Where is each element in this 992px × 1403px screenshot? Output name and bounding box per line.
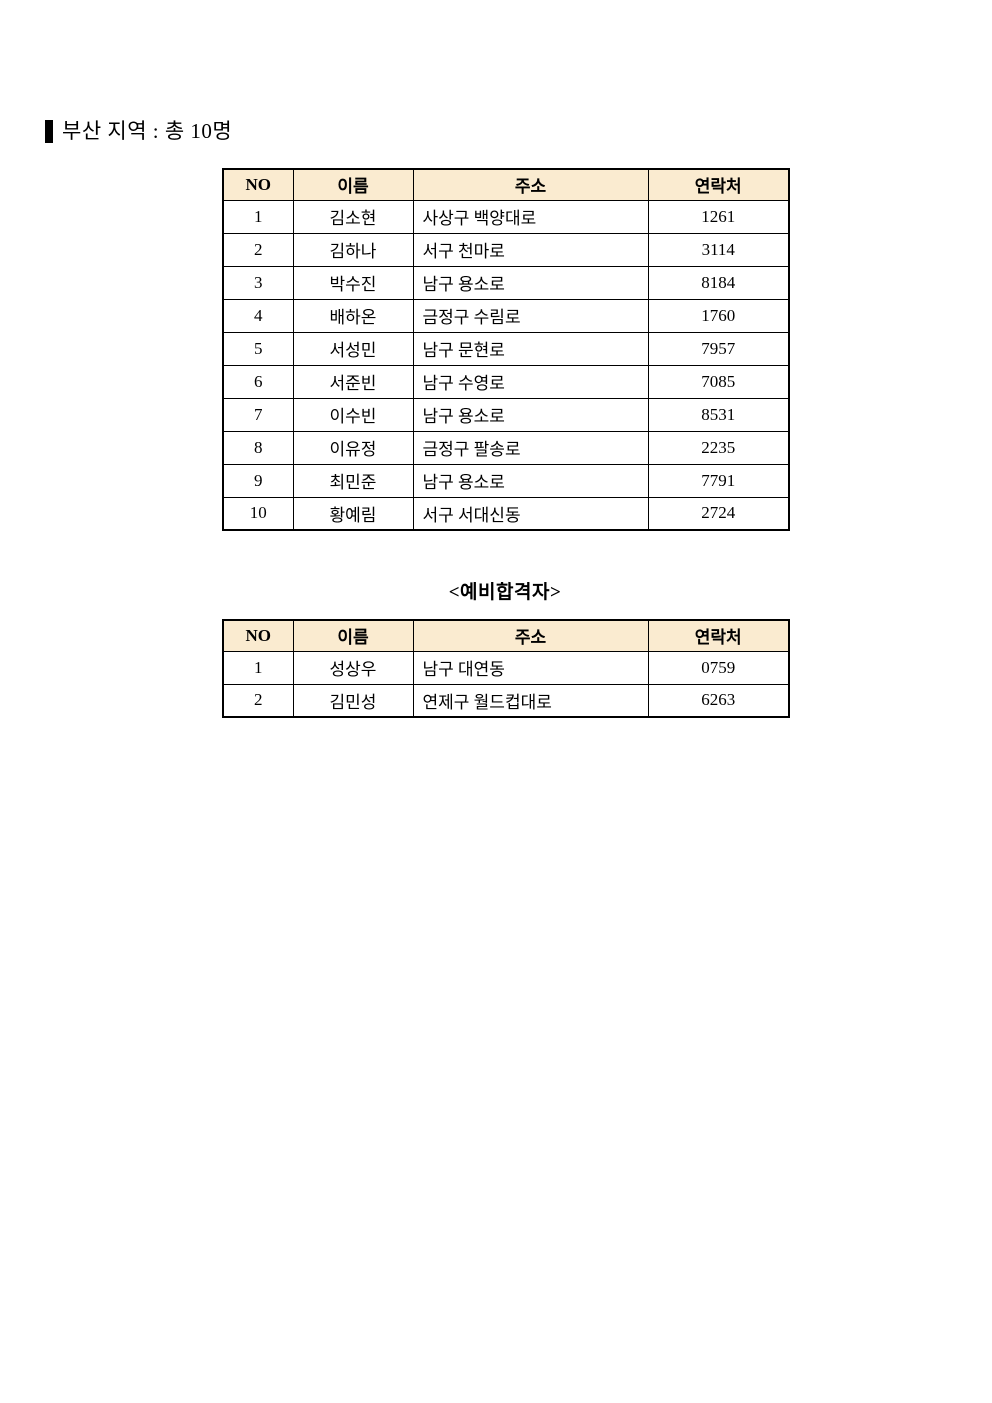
- table-cell: 연제구 월드컵대로: [412, 683, 649, 718]
- table-cell: 4: [222, 298, 294, 333]
- table-cell: 1760: [647, 298, 790, 333]
- table-cell: 김민성: [292, 683, 414, 718]
- table-row: 3 박수진 남구 용소로 8184: [222, 265, 790, 300]
- table-cell: 남구 용소로: [412, 463, 649, 498]
- table-cell: 이수빈: [292, 397, 414, 432]
- title-bar-icon: [45, 120, 53, 144]
- table-cell: 서준빈: [292, 364, 414, 399]
- table-cell: 2: [222, 232, 294, 267]
- table-cell: 2: [222, 683, 294, 718]
- table-cell: 1261: [647, 199, 790, 234]
- table-cell: 배하온: [292, 298, 414, 333]
- table-row: 8 이유정 금정구 팔송로 2235: [222, 430, 790, 465]
- table-cell: 2724: [647, 496, 790, 531]
- table-cell: 10: [222, 496, 294, 531]
- table-row: 4 배하온 금정구 수림로 1760: [222, 298, 790, 333]
- table-cell: 9: [222, 463, 294, 498]
- waitlist-roster-table: NO 이름 주소 연락처 1 성상우 남구 대연동 0759 2 김민성 연제구 월드컵대로 626…: [222, 619, 790, 718]
- table-cell: 6: [222, 364, 294, 399]
- table-cell: 사상구 백양대로: [412, 199, 649, 234]
- table-cell: 3: [222, 265, 294, 300]
- table-cell: 8531: [647, 397, 790, 432]
- table-cell: 금정구 수림로: [412, 298, 649, 333]
- table-header-row: NO 이름 주소 연락처: [222, 619, 790, 652]
- table-cell: 8184: [647, 265, 790, 300]
- table-cell: 황예림: [292, 496, 414, 531]
- table-header-cell: NO: [222, 619, 294, 652]
- table-cell: 8: [222, 430, 294, 465]
- table-cell: 최민준: [292, 463, 414, 498]
- table-cell: 3114: [647, 232, 790, 267]
- page-title: 부산 지역 : 총 10명: [45, 119, 232, 144]
- table-header-cell: 주소: [412, 168, 649, 201]
- table-cell: 7085: [647, 364, 790, 399]
- table-cell: 1: [222, 650, 294, 685]
- waitlist-title: <예비합격자>: [448, 582, 562, 603]
- table-cell: 2235: [647, 430, 790, 465]
- table-cell: 1: [222, 199, 294, 234]
- table-header-cell: 주소: [412, 619, 649, 652]
- table-row: 1 성상우 남구 대연동 0759: [222, 650, 790, 685]
- table-row: 9 최민준 남구 용소로 7791: [222, 463, 790, 498]
- table-row: 6 서준빈 남구 수영로 7085: [222, 364, 790, 399]
- table-cell: 성상우: [292, 650, 414, 685]
- table-cell: 6263: [647, 683, 790, 718]
- page-title-text: 부산 지역 : 총 10명: [62, 119, 233, 143]
- table-cell: 김소현: [292, 199, 414, 234]
- table-cell: 남구 용소로: [412, 265, 649, 300]
- table-header-cell: 연락처: [647, 168, 790, 201]
- table-row: 10 황예림 서구 서대신동 2724: [222, 496, 790, 531]
- table-cell: 남구 수영로: [412, 364, 649, 399]
- table-cell: 금정구 팔송로: [412, 430, 649, 465]
- table-cell: 남구 대연동: [412, 650, 649, 685]
- table-cell: 이유정: [292, 430, 414, 465]
- table-row: 7 이수빈 남구 용소로 8531: [222, 397, 790, 432]
- table-cell: 박수진: [292, 265, 414, 300]
- busan-roster-table: NO 이름 주소 연락처 1 김소현 사상구 백양대로 1261 2 김하나 서구 천마로 3114…: [222, 168, 790, 531]
- table-cell: 서구 천마로: [412, 232, 649, 267]
- table-row: 2 김하나 서구 천마로 3114: [222, 232, 790, 267]
- table-cell: 김하나: [292, 232, 414, 267]
- table-header-cell: NO: [222, 168, 294, 201]
- table-header-cell: 이름: [292, 619, 414, 652]
- table-header-row: NO 이름 주소 연락처: [222, 168, 790, 201]
- table-cell: 서구 서대신동: [412, 496, 649, 531]
- table-row: 1 김소현 사상구 백양대로 1261: [222, 199, 790, 234]
- table-row: 2 김민성 연제구 월드컵대로 6263: [222, 683, 790, 718]
- table-header-cell: 이름: [292, 168, 414, 201]
- table-cell: 7791: [647, 463, 790, 498]
- table-header-cell: 연락처: [647, 619, 790, 652]
- table-row: 5 서성민 남구 문현로 7957: [222, 331, 790, 366]
- table-cell: 서성민: [292, 331, 414, 366]
- table-cell: 0759: [647, 650, 790, 685]
- table-cell: 5: [222, 331, 294, 366]
- table-cell: 7: [222, 397, 294, 432]
- table-cell: 남구 문현로: [412, 331, 649, 366]
- table-cell: 7957: [647, 331, 790, 366]
- table-cell: 남구 용소로: [412, 397, 649, 432]
